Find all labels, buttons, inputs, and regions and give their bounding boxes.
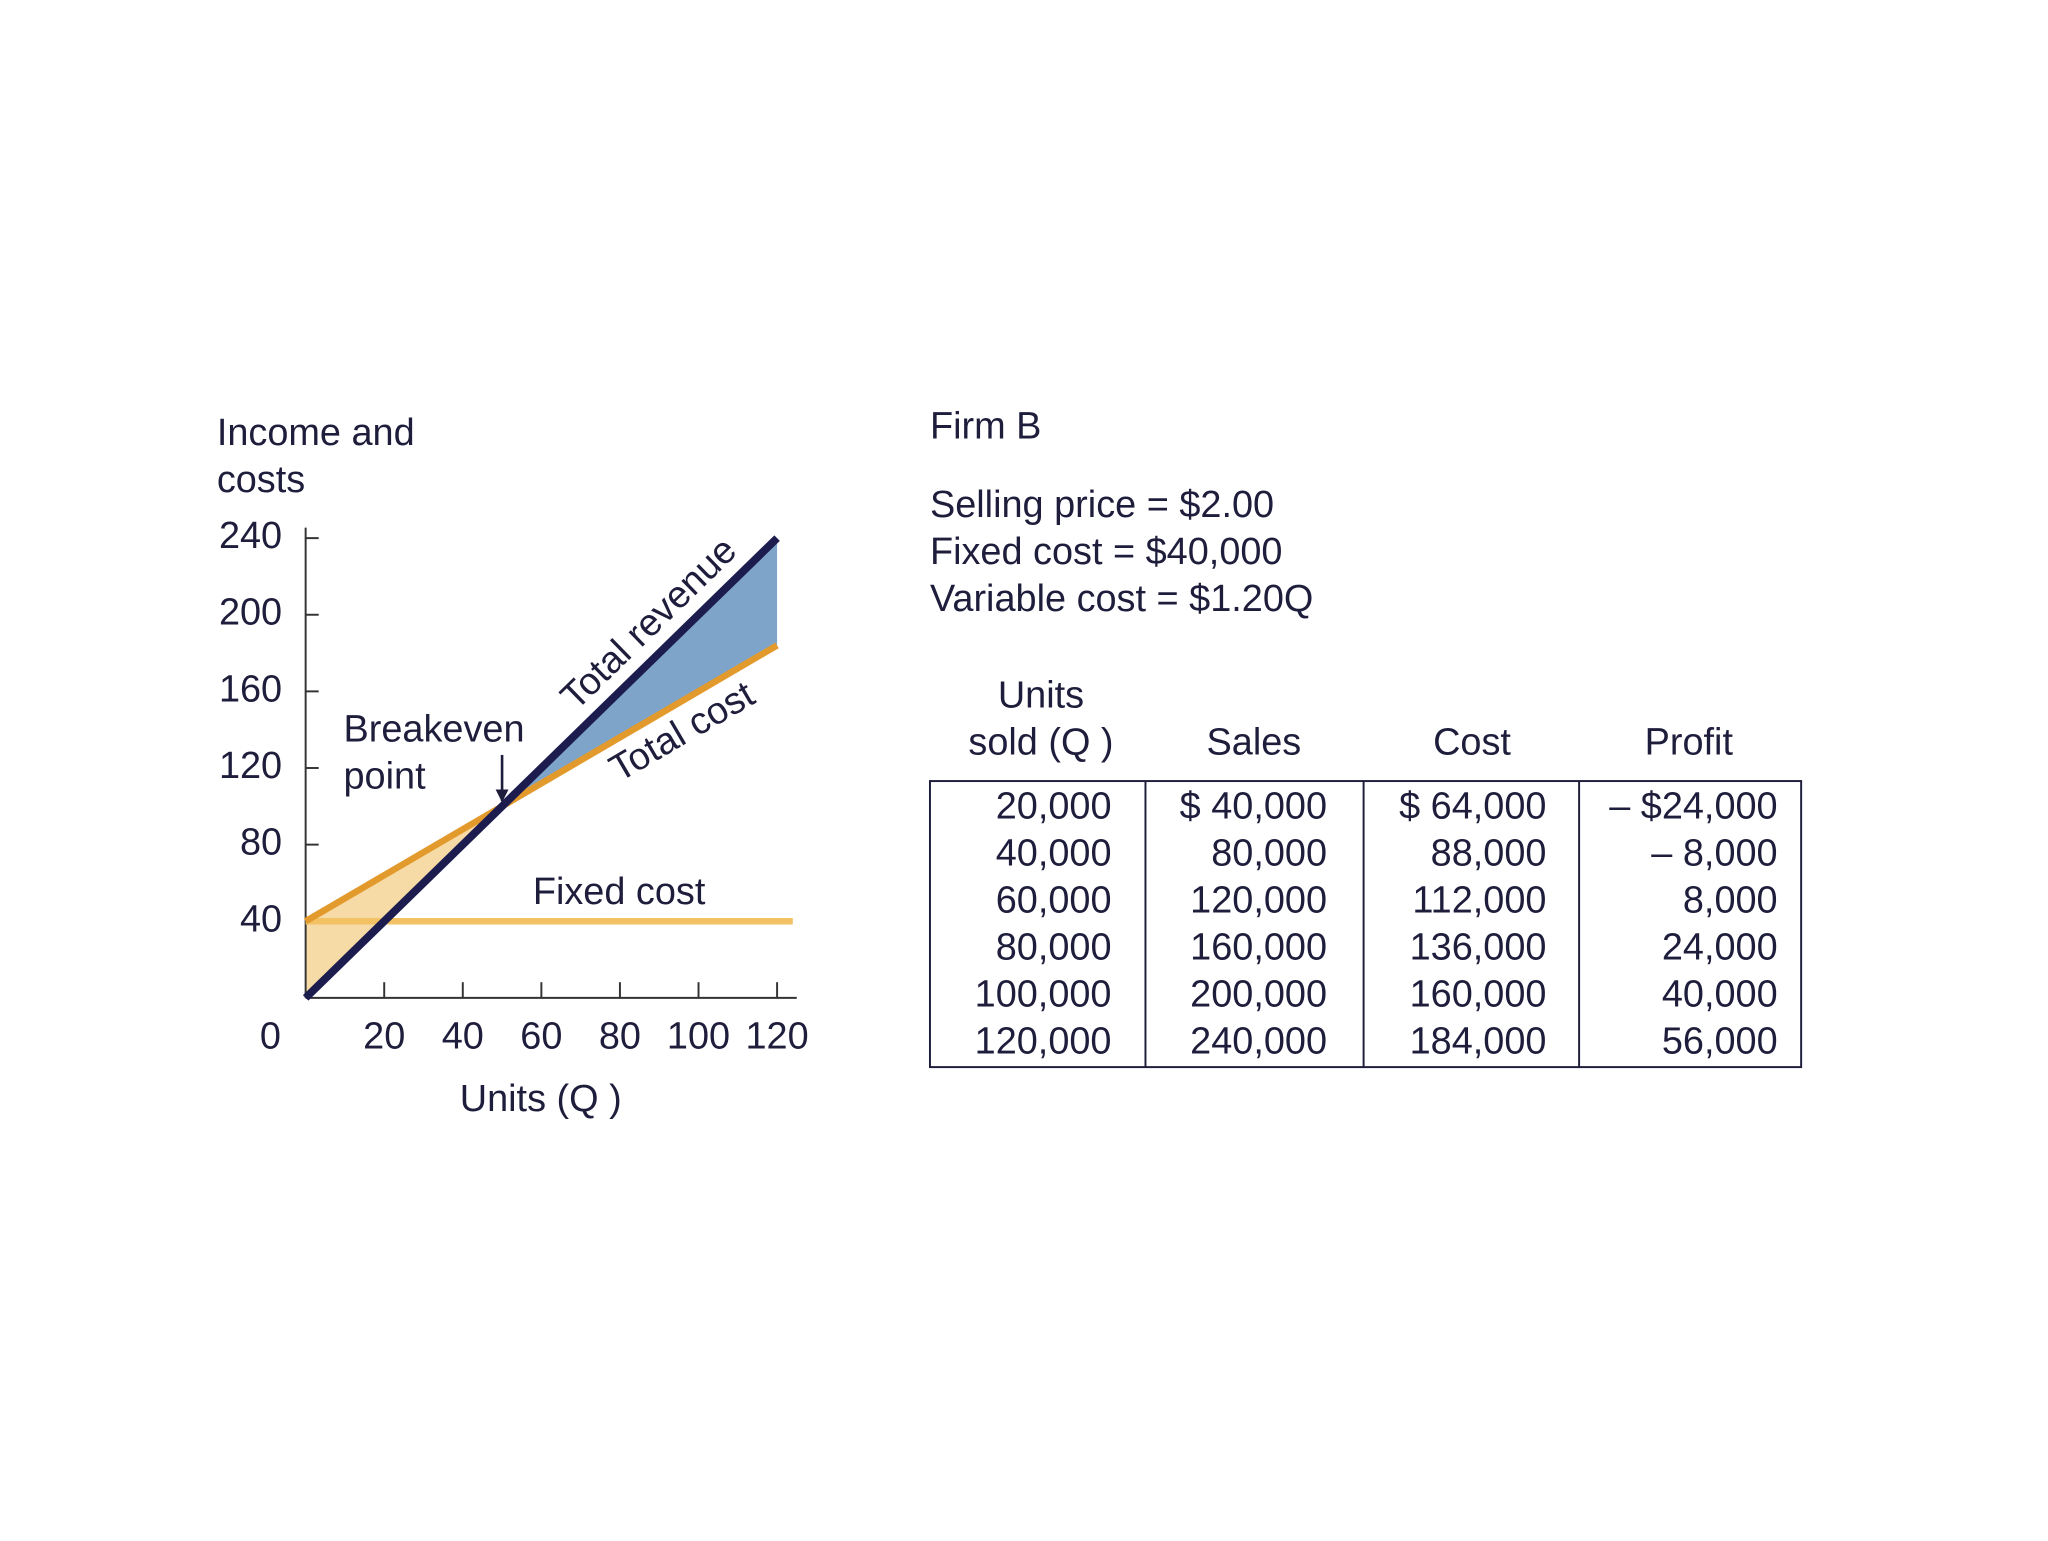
table-header: Cost <box>1433 721 1511 763</box>
table-cell: 20,000 <box>996 785 1112 827</box>
table-cell: 120,000 <box>975 1021 1112 1063</box>
table-border <box>928 780 1803 1069</box>
table-cell: 40,000 <box>1662 974 1778 1016</box>
table-header: Units <box>998 674 1084 716</box>
table-cell: 80,000 <box>1211 833 1327 875</box>
table-cell: 40,000 <box>996 833 1112 875</box>
y-tick-label: 240 <box>219 515 282 557</box>
table-cell: 60,000 <box>996 880 1112 922</box>
table-header: Sales <box>1207 721 1302 763</box>
table-cell: 240,000 <box>1190 1021 1327 1063</box>
x-tick-label: 100 <box>667 1015 730 1057</box>
info-line: Fixed cost = $40,000 <box>930 531 1283 573</box>
table-cell: 8,000 <box>1683 880 1778 922</box>
x-tick-label: 40 <box>442 1015 484 1057</box>
table-cell: 200,000 <box>1190 974 1327 1016</box>
chart: 0 40 80 120 160 200 240 20 40 60 80 100 120 Income an… <box>217 412 809 1120</box>
panel-title: Firm B <box>930 405 1041 447</box>
table-cell: 100,000 <box>975 974 1112 1016</box>
x-tick-label: 120 <box>746 1015 809 1057</box>
y-tick-label: 160 <box>219 668 282 710</box>
x-tick-label: 80 <box>599 1015 641 1057</box>
x-axis-label: Units (Q ) <box>460 1078 622 1120</box>
table-cell: 112,000 <box>1412 880 1546 922</box>
x-tick-label: 20 <box>363 1015 405 1057</box>
table-cell: 160,000 <box>1410 974 1547 1016</box>
y-axis-label: Income and <box>217 412 415 454</box>
y-tick-label: 0 <box>260 1015 281 1057</box>
y-tick-label: 200 <box>219 592 282 634</box>
table-cell: 80,000 <box>996 927 1112 969</box>
y-tick-label: 40 <box>240 898 282 940</box>
annotation: point <box>344 755 427 797</box>
y-axis-label: costs <box>217 459 305 501</box>
panel: Firm B Selling price = $2.00 Fixed cost = … <box>928 405 1803 1069</box>
info-line: Variable cost = $1.20Q <box>930 578 1313 620</box>
annotation: Breakeven <box>344 708 525 750</box>
series-label: Fixed cost <box>533 871 706 913</box>
table-cell: 136,000 <box>1410 927 1547 969</box>
series-line <box>302 535 780 1001</box>
table-cell: 120,000 <box>1190 880 1327 922</box>
y-tick-label: 80 <box>240 822 282 864</box>
table-header: sold (Q ) <box>968 721 1113 763</box>
table-cell: 24,000 <box>1662 927 1778 969</box>
series-line <box>303 642 779 925</box>
table-cell: 184,000 <box>1410 1021 1547 1063</box>
table-cell: $ 40,000 <box>1180 785 1327 827</box>
table-cell: $ 64,000 <box>1399 785 1546 827</box>
table-cell: 160,000 <box>1190 927 1327 969</box>
info-line: Selling price = $2.00 <box>930 484 1274 526</box>
table-cell: – $24,000 <box>1609 785 1777 827</box>
table-cell: 88,000 <box>1431 833 1547 875</box>
y-tick-label: 120 <box>219 745 282 787</box>
table-cell: 56,000 <box>1662 1021 1778 1063</box>
x-tick-label: 60 <box>520 1015 562 1057</box>
table-cell: – 8,000 <box>1651 833 1777 875</box>
table-header: Profit <box>1645 721 1734 763</box>
